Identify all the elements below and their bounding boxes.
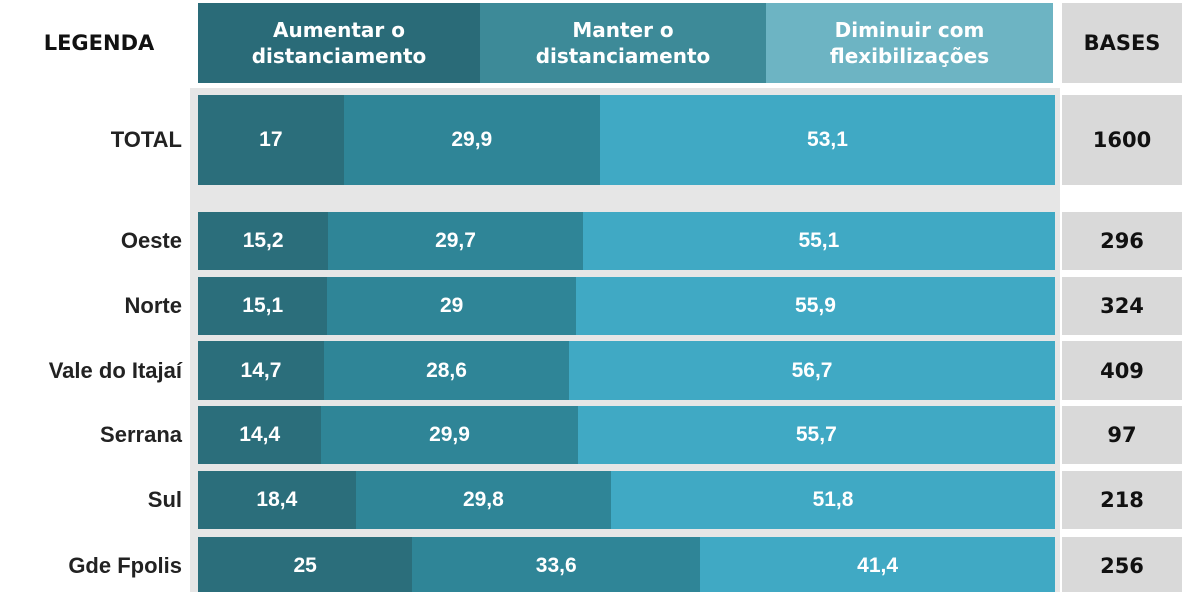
bar-segment: 55,1 [582, 212, 1055, 270]
legend-entry: Manter o distanciamento [480, 3, 766, 83]
bar-segment: 55,9 [575, 277, 1055, 335]
bar-segment: 14,7 [198, 341, 324, 400]
bases-header: BASES [1062, 3, 1182, 83]
bar-segment: 29,9 [343, 95, 600, 185]
legend-title: LEGENDA [43, 31, 155, 55]
category-label: Sul [147, 487, 182, 512]
legend-entry: Aumentar o distanciamento [198, 3, 480, 83]
category-label: Serrana [100, 422, 182, 447]
bar-segment: 25 [198, 537, 413, 592]
category-label: TOTAL [110, 127, 182, 152]
bar-segment: 56,7 [569, 341, 1055, 400]
bar-segment: 29,7 [328, 212, 583, 270]
bar-segment: 28,6 [323, 341, 570, 400]
base-value: 218 [1062, 471, 1182, 529]
bar-segment: 29,9 [321, 406, 578, 464]
base-value: 256 [1062, 537, 1182, 592]
bar-segment: 18,4 [198, 471, 356, 529]
bar-segment: 55,7 [577, 406, 1055, 464]
category-label: Norte [124, 293, 182, 318]
bar-segment: 51,8 [611, 471, 1055, 529]
legend-entry: Diminuir com flexibilizações [766, 3, 1053, 83]
category-label: Oeste [120, 228, 182, 253]
bar-segment: 15,2 [198, 212, 329, 270]
bar-segment: 14,4 [198, 406, 322, 464]
bar-segment: 33,6 [412, 537, 701, 592]
bar-segment: 17 [198, 95, 344, 185]
base-value: 324 [1062, 277, 1182, 335]
bar-segment: 53,1 [599, 95, 1055, 185]
bar-segment: 29 [327, 277, 576, 335]
bar-segment: 29,8 [355, 471, 612, 529]
base-value: 409 [1062, 341, 1182, 400]
bar-segment: 15,1 [198, 277, 328, 335]
base-value: 1600 [1062, 95, 1182, 185]
base-value: 97 [1062, 406, 1182, 464]
bar-segment: 41,4 [700, 537, 1055, 592]
category-label: Vale do Itajaí [48, 357, 182, 383]
category-label: Gde Fpolis [68, 553, 182, 578]
base-value: 296 [1062, 212, 1182, 270]
